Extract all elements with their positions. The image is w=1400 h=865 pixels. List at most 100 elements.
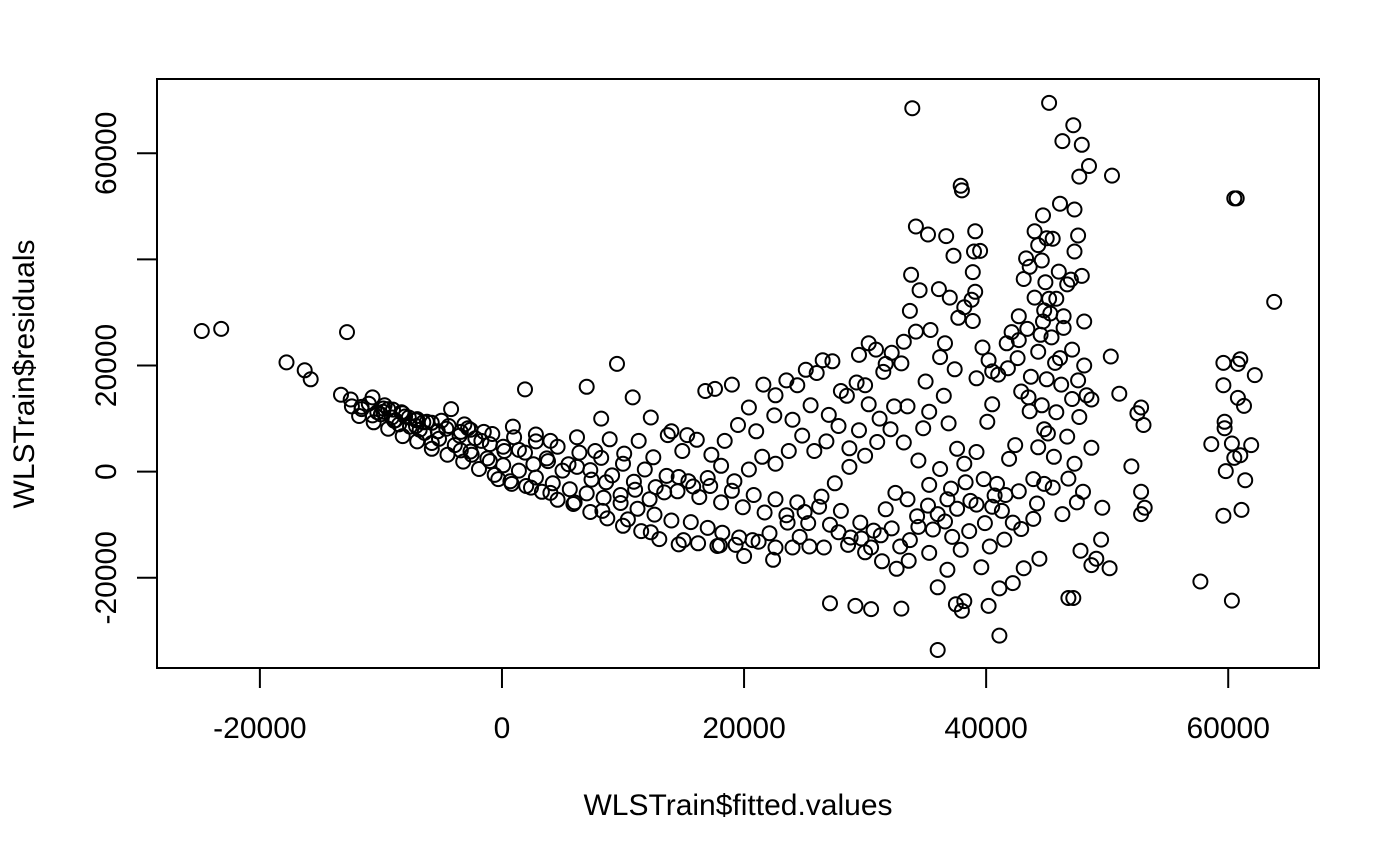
data-point [1236,397,1252,414]
data-point [961,523,978,540]
data-point [767,539,784,556]
data-point [1093,531,1110,548]
data-point [680,473,697,490]
data-point [565,496,582,512]
data-point [966,243,982,260]
data-point [808,365,825,381]
data-point [1226,190,1243,207]
data-point [903,266,920,283]
data-point [624,389,641,406]
data-point [669,483,686,500]
data-point [438,420,455,437]
data-point [688,431,705,448]
x-axis: -20000 0 20000 40000 60000 [213,667,1270,745]
data-point [593,410,610,427]
data-point [841,458,858,475]
data-point [510,462,527,479]
data-point [868,341,884,358]
data-point [691,489,708,506]
data-point [343,398,360,415]
data-point [857,377,874,394]
data-point [544,475,561,492]
data-point [915,420,932,437]
data-point [949,440,966,457]
data-point [1043,329,1060,346]
data-point [917,373,934,390]
data-point [869,434,886,450]
data-point [1064,391,1081,407]
data-point [801,538,818,555]
data-point [408,418,424,434]
data-point [364,389,381,406]
data-point [842,529,859,546]
data-point [929,506,946,523]
data-point [968,496,985,513]
data-point [1102,348,1119,365]
data-point [857,447,874,464]
data-point [1015,560,1032,577]
data-point [1007,437,1024,454]
data-point [730,417,746,433]
data-point [1009,350,1026,367]
data-point [956,593,973,610]
data-point [780,443,797,459]
data-point [451,427,468,444]
data-point [875,363,892,380]
data-point [941,289,958,306]
data-point [1083,439,1100,456]
data-point [1025,510,1042,527]
data-point [980,352,997,369]
data-point [682,514,699,531]
data-point [863,539,880,556]
data-point [886,398,903,415]
data-point [1076,313,1093,330]
data-point [1010,332,1027,349]
data-point [852,514,869,531]
data-point [791,528,808,545]
data-point [339,324,355,341]
data-point [1216,420,1233,437]
data-point [893,355,910,372]
data-point [1038,230,1055,247]
data-point [615,517,631,534]
data-point [1217,463,1234,480]
data-point [736,548,753,564]
data-point [784,411,801,428]
data-point [922,322,939,338]
data-point [1071,168,1088,185]
data-point [813,488,830,505]
data-point [956,455,973,472]
data-point [1045,448,1062,465]
data-point [765,551,782,568]
data-point [647,479,664,496]
data-point [1237,472,1254,489]
data-point [1065,117,1082,134]
data-point [1048,404,1065,421]
data-point [991,580,1008,597]
data-point [1037,274,1054,291]
data-point [1059,276,1076,293]
data-point [1216,413,1233,430]
data-point [723,376,740,393]
data-point [929,642,946,658]
data-point [642,409,659,426]
data-point [767,491,784,508]
data-point [789,494,806,511]
data-point [740,399,757,416]
data-point [946,361,963,378]
data-point [633,523,650,540]
data-point [826,475,843,492]
data-point [471,461,487,477]
data-point [481,436,498,453]
data-point [939,561,956,578]
data-point [939,491,956,508]
data-point [1215,377,1232,394]
data-point [495,457,512,474]
data-point [993,502,1010,519]
data-point [1052,195,1068,212]
data-point [892,538,909,555]
data-point [636,461,653,478]
data-point [630,432,647,449]
data-point [703,446,720,463]
data-point [745,487,762,503]
